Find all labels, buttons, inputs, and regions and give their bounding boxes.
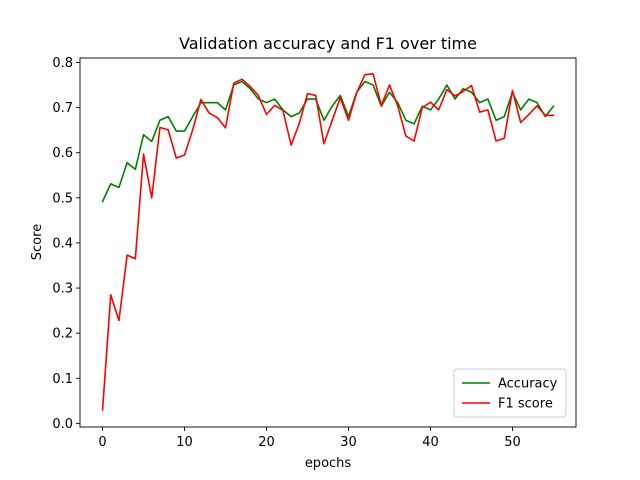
x-axis-label: epochs — [305, 456, 352, 471]
y-tick-label: 0.6 — [52, 146, 73, 161]
y-tick-label: 0.3 — [52, 282, 73, 297]
plot-area: 0 10 20 30 40 50 0.0 0.1 0.2 0.3 0.4 0.5 0.6 0.7 0.8 — [52, 56, 577, 450]
x-tick-label: 10 — [176, 435, 193, 450]
x-tick-label: 50 — [504, 435, 521, 450]
x-tick-label: 0 — [98, 435, 106, 450]
y-tick-label: 0.1 — [52, 372, 73, 387]
axes-frame — [79, 57, 577, 428]
y-tick-label: 0.7 — [52, 101, 73, 116]
y-tick-label: 0.4 — [52, 236, 73, 251]
y-tick-label: 0.5 — [52, 191, 73, 206]
y-tick-label: 0.8 — [52, 56, 73, 71]
x-tick-label: 30 — [340, 435, 357, 450]
legend-box — [453, 368, 567, 418]
y-tick-label: 0.2 — [52, 327, 73, 342]
y-tick-label: 0.0 — [52, 417, 73, 432]
legend: Accuracy F1 score — [453, 368, 567, 418]
y-axis-label: Score — [30, 224, 45, 260]
chart-title: Validation accuracy and F1 over time — [179, 34, 477, 53]
series-line-f1-score — [101, 72, 555, 411]
series-line-accuracy — [101, 80, 555, 203]
x-tick-label: 20 — [258, 435, 275, 450]
legend-label: Accuracy — [498, 377, 558, 392]
legend-label: F1 score — [498, 397, 553, 412]
x-tick-label: 40 — [422, 435, 439, 450]
